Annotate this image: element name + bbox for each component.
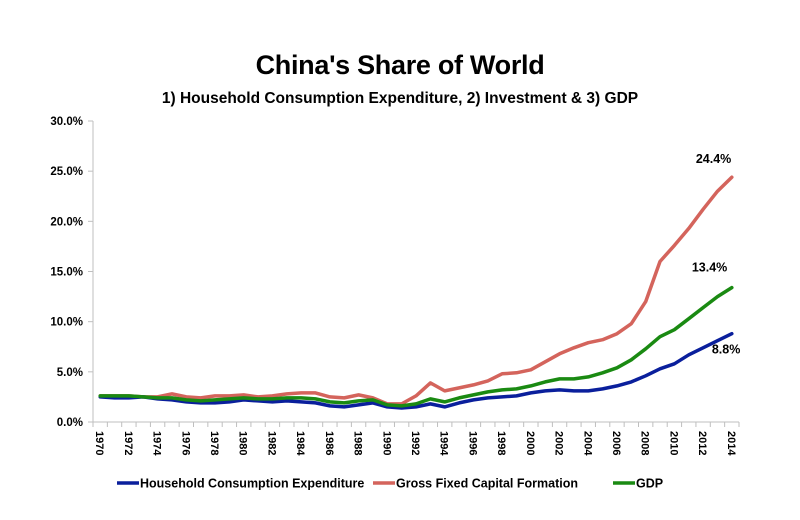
- x-tick-label: 1982: [265, 431, 277, 455]
- x-tick-label: 2012: [696, 431, 708, 455]
- x-tick-label: 2002: [553, 431, 565, 455]
- y-tick-label: 15.0%: [50, 267, 83, 279]
- series-line-household-consumption-expenditure: [98, 331, 734, 410]
- x-tick-label: 2008: [639, 431, 651, 455]
- y-tick-label: 25.0%: [50, 166, 83, 178]
- x-tick-label: 2014: [725, 431, 737, 456]
- chart-title: China's Share of World: [255, 50, 545, 80]
- x-tick-label: 1980: [237, 431, 249, 455]
- axes: 0.0% 5.0% 10.0% 15.0% 20.0% 25.0% 30.0% 1970 197…: [50, 116, 740, 456]
- legend-label: Gross Fixed Capital Formation: [396, 477, 578, 491]
- data-label: 8.8%: [712, 343, 741, 357]
- x-tick-label: 2004: [581, 431, 593, 456]
- y-tick-label: 5.0%: [57, 367, 83, 379]
- x-tick-label: 1984: [294, 431, 306, 456]
- data-label: 24.4%: [696, 152, 731, 166]
- y-tick-label: 20.0%: [50, 216, 83, 228]
- x-tick-label: 1974: [151, 431, 163, 456]
- data-labels: 8.8% 24.4% 13.4%: [692, 152, 741, 357]
- x-tick-label: 1994: [438, 431, 450, 456]
- x-tick-label: 2000: [524, 431, 536, 455]
- chart-subtitle: 1) Household Consumption Expenditure, 2)…: [161, 90, 639, 107]
- legend-label: GDP: [636, 477, 663, 491]
- x-tick-label: 1998: [495, 431, 507, 455]
- y-tick-label: 10.0%: [50, 317, 83, 329]
- x-tick-label: 1990: [380, 431, 392, 455]
- x-tick-label: 1972: [122, 431, 134, 455]
- series-line-gdp: [98, 285, 734, 408]
- series-lines: [98, 175, 734, 410]
- series-line-gross-fixed-capital-formation: [98, 175, 734, 406]
- x-tick-label: 1976: [179, 431, 191, 455]
- data-label: 13.4%: [692, 261, 727, 275]
- x-tick-label: 1978: [208, 431, 220, 455]
- y-tick-label: 30.0%: [50, 116, 83, 128]
- x-tick-label: 2010: [667, 431, 679, 455]
- legend-label: Household Consumption Expenditure: [140, 477, 364, 491]
- x-tick-label: 2006: [610, 431, 622, 455]
- legend: Household Consumption Expenditure Gross F…: [117, 477, 663, 491]
- x-tick-label: 1996: [466, 431, 478, 455]
- x-tick-label: 1992: [409, 431, 421, 455]
- x-tick-label: 1988: [352, 431, 364, 455]
- x-tick-label: 1970: [93, 431, 105, 455]
- x-tick-label: 1986: [323, 431, 335, 455]
- y-tick-label: 0.0%: [57, 417, 83, 429]
